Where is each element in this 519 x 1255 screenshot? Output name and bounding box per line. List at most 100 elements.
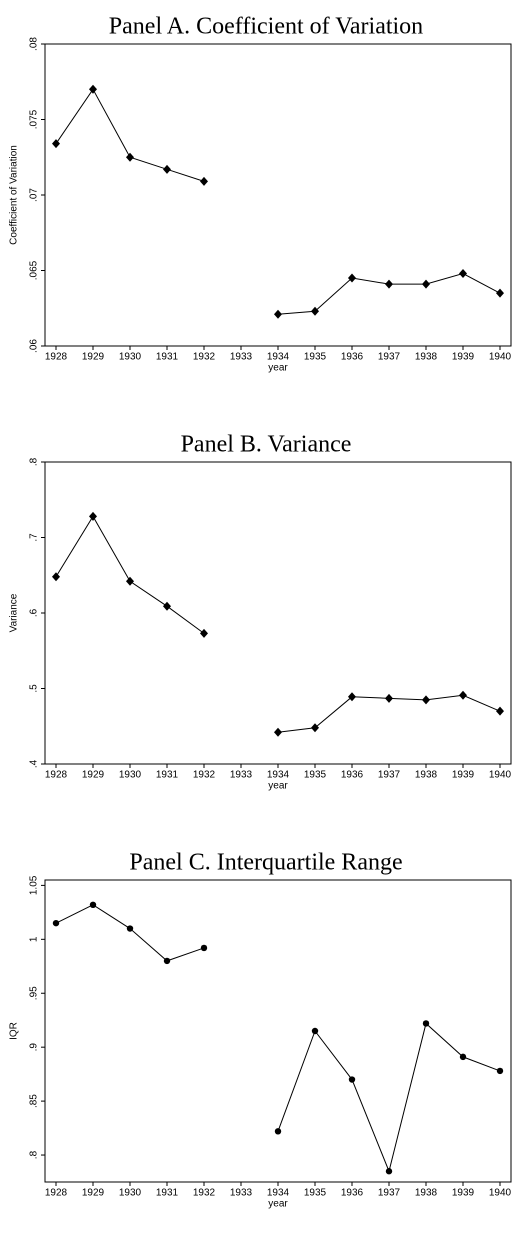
chart-title: Panel C. Interquartile Range (129, 850, 402, 876)
plot-frame (44, 43, 512, 347)
x-tick-label: 1929 (82, 352, 105, 363)
x-tick-label: 1935 (304, 352, 327, 363)
chart-title: Panel A. Coefficient of Variation (109, 14, 423, 40)
x-tick-label: 1934 (267, 1188, 290, 1199)
y-tick-label: 1.05 (29, 875, 40, 895)
y-tick-label: .06 (29, 339, 40, 353)
data-point (385, 693, 393, 703)
x-tick-label: 1930 (119, 352, 142, 363)
x-tick-label: 1931 (156, 770, 179, 781)
data-point (200, 176, 208, 186)
x-axis-title: year (268, 363, 288, 374)
x-tick-label: 1937 (378, 770, 401, 781)
data-point (348, 692, 356, 702)
x-axis-title: year (268, 781, 288, 792)
data-point (348, 273, 356, 283)
data-point (163, 164, 171, 174)
data-point (89, 511, 97, 521)
data-point (126, 925, 134, 932)
x-tick-label: 1939 (452, 1188, 475, 1199)
data-point (200, 628, 208, 638)
x-tick-label: 1928 (45, 1188, 68, 1199)
data-point (274, 727, 282, 737)
series-line (55, 88, 501, 315)
data-point (126, 576, 134, 586)
data-point (348, 1076, 356, 1083)
y-tick-label: .8 (29, 1150, 40, 1159)
x-tick-label: 1938 (415, 352, 438, 363)
data-point (89, 84, 97, 94)
x-tick-label: 1933 (230, 770, 253, 781)
data-point (163, 601, 171, 611)
data-point (163, 957, 171, 965)
data-point (422, 279, 430, 289)
data-point (311, 1027, 319, 1035)
x-tick-label: 1938 (415, 1188, 438, 1199)
x-tick-label: 1931 (156, 352, 179, 363)
x-tick-label: 1935 (304, 1188, 327, 1199)
x-tick-label: 1936 (341, 1188, 364, 1199)
x-tick-label: 1936 (341, 770, 364, 781)
x-tick-label: 1935 (304, 770, 327, 781)
data-point (496, 1067, 504, 1075)
x-tick-label: 1940 (489, 352, 512, 363)
data-point (274, 1128, 282, 1135)
x-tick-label: 1940 (489, 770, 512, 781)
y-tick-label: .07 (29, 188, 40, 202)
x-tick-label: 1934 (267, 770, 290, 781)
x-tick-label: 1932 (193, 352, 216, 363)
data-point (311, 723, 319, 733)
y-axis-title: Variance (9, 593, 20, 632)
x-tick-label: 1929 (82, 770, 105, 781)
data-point (274, 309, 282, 319)
x-tick-label: 1928 (45, 770, 68, 781)
data-point (385, 279, 393, 289)
data-point (459, 1053, 467, 1061)
x-tick-label: 1934 (267, 352, 290, 363)
x-tick-label: 1932 (193, 1188, 216, 1199)
x-tick-label: 1931 (156, 1188, 179, 1199)
x-tick-label: 1936 (341, 352, 364, 363)
y-tick-label: .065 (29, 260, 40, 280)
x-tick-label: 1932 (193, 770, 216, 781)
x-tick-label: 1937 (378, 1188, 401, 1199)
data-point (422, 1020, 430, 1027)
x-tick-label: 1939 (452, 352, 475, 363)
data-point (89, 901, 97, 909)
y-tick-label: .9 (29, 1043, 40, 1052)
x-tick-label: 1940 (489, 1188, 512, 1199)
data-point (459, 690, 467, 700)
data-point (496, 706, 504, 716)
data-point (200, 944, 208, 952)
y-tick-label: 1 (29, 936, 40, 942)
x-tick-label: 1933 (230, 352, 253, 363)
chart-title: Panel B. Variance (181, 432, 352, 458)
y-tick-label: .4 (29, 759, 40, 768)
x-tick-label: 1937 (378, 352, 401, 363)
y-tick-label: .08 (29, 37, 40, 51)
data-point (496, 288, 504, 298)
data-point (52, 572, 60, 582)
x-tick-label: 1930 (119, 1188, 142, 1199)
y-tick-label: .7 (29, 533, 40, 542)
series-line (55, 515, 501, 733)
x-axis-title: year (268, 1199, 288, 1210)
data-point (311, 306, 319, 316)
plot-frame (44, 461, 512, 765)
data-point (126, 152, 134, 162)
x-tick-label: 1930 (119, 770, 142, 781)
x-tick-label: 1938 (415, 770, 438, 781)
y-tick-label: .85 (29, 1094, 40, 1108)
y-tick-label: .5 (29, 684, 40, 693)
data-point (385, 1168, 393, 1175)
x-tick-label: 1939 (452, 770, 475, 781)
data-point (422, 695, 430, 705)
data-point (52, 919, 60, 927)
x-tick-label: 1928 (45, 352, 68, 363)
y-tick-label: .95 (29, 986, 40, 1000)
x-tick-label: 1933 (230, 1188, 253, 1199)
y-axis-title: IQR (9, 1022, 20, 1040)
data-point (459, 269, 467, 279)
y-tick-label: .075 (29, 109, 40, 129)
